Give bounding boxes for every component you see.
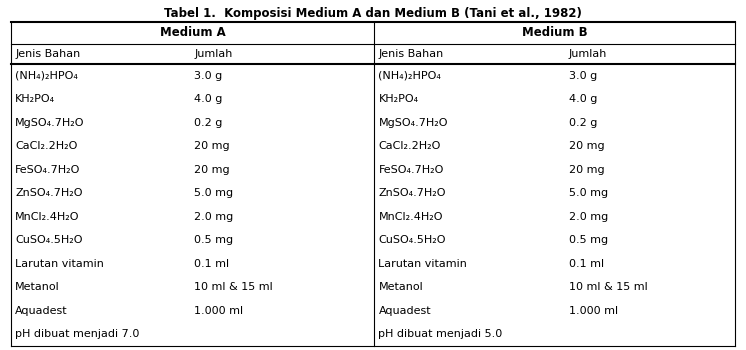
Text: MgSO₄.7H₂O: MgSO₄.7H₂O: [15, 118, 85, 128]
Text: Jenis Bahan: Jenis Bahan: [15, 49, 81, 59]
Text: 20 mg: 20 mg: [194, 165, 230, 175]
Text: 20 mg: 20 mg: [568, 141, 604, 151]
Text: Aquadest: Aquadest: [378, 306, 431, 316]
Text: Jumlah: Jumlah: [568, 49, 607, 59]
Text: KH₂PO₄: KH₂PO₄: [15, 94, 55, 104]
Text: Medium B: Medium B: [522, 27, 587, 40]
Text: 10 ml & 15 ml: 10 ml & 15 ml: [194, 282, 273, 292]
Text: 0.5 mg: 0.5 mg: [194, 235, 233, 245]
Text: Jenis Bahan: Jenis Bahan: [378, 49, 444, 59]
Text: 1.000 ml: 1.000 ml: [194, 306, 243, 316]
Text: 2.0 mg: 2.0 mg: [568, 212, 608, 222]
Text: 5.0 mg: 5.0 mg: [194, 188, 233, 198]
Text: CaCl₂.2H₂O: CaCl₂.2H₂O: [378, 141, 441, 151]
Text: pH dibuat menjadi 5.0: pH dibuat menjadi 5.0: [378, 329, 503, 339]
Text: 1.000 ml: 1.000 ml: [568, 306, 618, 316]
Text: Larutan vitamin: Larutan vitamin: [15, 259, 104, 269]
Text: (NH₄)₂HPO₄: (NH₄)₂HPO₄: [15, 71, 78, 81]
Text: 0.2 g: 0.2 g: [568, 118, 597, 128]
Text: Metanol: Metanol: [378, 282, 423, 292]
Text: 2.0 mg: 2.0 mg: [194, 212, 233, 222]
Text: 10 ml & 15 ml: 10 ml & 15 ml: [568, 282, 648, 292]
Text: 20 mg: 20 mg: [194, 141, 230, 151]
Text: 3.0 g: 3.0 g: [194, 71, 222, 81]
Text: 4.0 g: 4.0 g: [568, 94, 597, 104]
Text: 5.0 mg: 5.0 mg: [568, 188, 608, 198]
Text: (NH₄)₂HPO₄: (NH₄)₂HPO₄: [378, 71, 442, 81]
Text: Tabel 1.  Komposisi Medium A dan Medium B (Tani et al., 1982): Tabel 1. Komposisi Medium A dan Medium B…: [164, 7, 582, 21]
Text: FeSO₄.7H₂O: FeSO₄.7H₂O: [15, 165, 81, 175]
Text: 20 mg: 20 mg: [568, 165, 604, 175]
Text: pH dibuat menjadi 7.0: pH dibuat menjadi 7.0: [15, 329, 140, 339]
Text: Jumlah: Jumlah: [194, 49, 233, 59]
Text: MgSO₄.7H₂O: MgSO₄.7H₂O: [378, 118, 448, 128]
Text: FeSO₄.7H₂O: FeSO₄.7H₂O: [378, 165, 444, 175]
Text: Metanol: Metanol: [15, 282, 60, 292]
Text: MnCl₂.4H₂O: MnCl₂.4H₂O: [378, 212, 443, 222]
Text: 0.5 mg: 0.5 mg: [568, 235, 608, 245]
Text: 3.0 g: 3.0 g: [568, 71, 597, 81]
Text: Aquadest: Aquadest: [15, 306, 68, 316]
Text: 4.0 g: 4.0 g: [194, 94, 222, 104]
Text: MnCl₂.4H₂O: MnCl₂.4H₂O: [15, 212, 80, 222]
Text: CaCl₂.2H₂O: CaCl₂.2H₂O: [15, 141, 78, 151]
Text: 0.2 g: 0.2 g: [194, 118, 222, 128]
Text: 0.1 ml: 0.1 ml: [194, 259, 229, 269]
Text: ZnSO₄.7H₂O: ZnSO₄.7H₂O: [15, 188, 83, 198]
Text: CuSO₄.5H₂O: CuSO₄.5H₂O: [15, 235, 83, 245]
Text: Medium A: Medium A: [160, 27, 226, 40]
Text: 0.1 ml: 0.1 ml: [568, 259, 604, 269]
Text: KH₂PO₄: KH₂PO₄: [378, 94, 419, 104]
Text: CuSO₄.5H₂O: CuSO₄.5H₂O: [378, 235, 446, 245]
Text: ZnSO₄.7H₂O: ZnSO₄.7H₂O: [378, 188, 446, 198]
Text: Larutan vitamin: Larutan vitamin: [378, 259, 467, 269]
